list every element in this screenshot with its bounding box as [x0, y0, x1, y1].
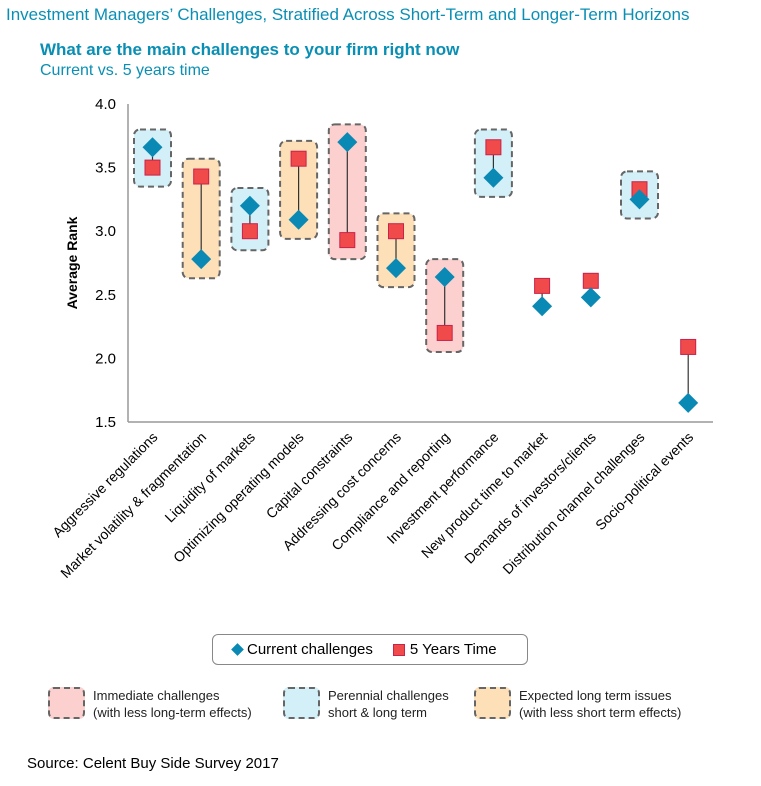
current-marker — [142, 137, 163, 158]
y-tick-label: 3.5 — [95, 160, 116, 177]
y-tick-label: 4.0 — [95, 96, 116, 113]
legend-label: (with less long-term effects) — [93, 705, 252, 720]
legend-label: 5 Years Time — [409, 641, 497, 658]
current-marker — [678, 392, 699, 413]
source-note: Source: Celent Buy Side Survey 2017 — [27, 755, 279, 772]
future-marker — [436, 324, 453, 341]
current-marker — [629, 189, 650, 210]
legend-label: Perennial challenges — [328, 688, 449, 703]
current-marker — [434, 266, 455, 287]
future-marker — [144, 159, 161, 176]
chart-subtitle: What are the main challenges to your fir… — [40, 40, 460, 59]
y-tick-label: 2.0 — [95, 350, 116, 367]
future-marker — [485, 139, 502, 156]
legend-item-current: Current challenges — [231, 641, 373, 658]
legend-label: Current challenges — [247, 641, 373, 658]
future-marker — [290, 150, 307, 167]
x-tick-label: Capital constraints — [263, 429, 356, 522]
x-tick-label: Socio-political events — [592, 429, 696, 533]
future-marker — [680, 338, 697, 355]
immediate-swatch — [48, 687, 85, 719]
square-icon — [392, 643, 405, 656]
future-marker — [193, 168, 210, 185]
current-marker — [483, 167, 504, 188]
future-marker — [339, 232, 356, 249]
x-tick-label: Liquidity of markets — [161, 429, 258, 526]
group-legend-perennial: Perennial challenges short & long term — [283, 687, 449, 721]
group-legend-immediate: Immediate challenges (with less long-term… — [48, 687, 252, 721]
series-legend: Current challenges 5 Years Time — [212, 634, 528, 665]
future-marker — [241, 223, 258, 240]
current-marker — [386, 258, 406, 279]
legend-item-future: 5 Years Time — [392, 641, 497, 658]
current-marker — [532, 296, 553, 317]
future-marker — [388, 223, 404, 240]
y-tick-label: 1.5 — [95, 414, 116, 431]
chart-subtitle-2: Current vs. 5 years time — [40, 62, 210, 79]
diamond-icon — [231, 643, 244, 656]
legend-label: short & long term — [328, 705, 427, 720]
perennial-swatch — [283, 687, 320, 719]
future-marker — [534, 277, 551, 294]
legend-label: Immediate challenges — [93, 688, 220, 703]
y-tick-label: 2.5 — [95, 287, 116, 304]
current-marker — [337, 132, 358, 153]
group-legend-expected: Expected long term issues (with less shor… — [474, 687, 681, 721]
future-marker — [582, 272, 599, 289]
legend-label: Expected long term issues — [519, 688, 672, 703]
expected-swatch — [474, 687, 511, 719]
current-marker — [288, 209, 309, 230]
current-marker — [239, 195, 260, 216]
figure-title: Investment Managers’ Challenges, Stratif… — [6, 5, 690, 24]
legend-label: (with less short term effects) — [519, 705, 682, 720]
current-marker — [191, 249, 212, 270]
current-marker — [580, 287, 601, 308]
y-axis-label: Average Rank — [64, 216, 80, 309]
y-tick-label: 3.0 — [95, 223, 116, 240]
